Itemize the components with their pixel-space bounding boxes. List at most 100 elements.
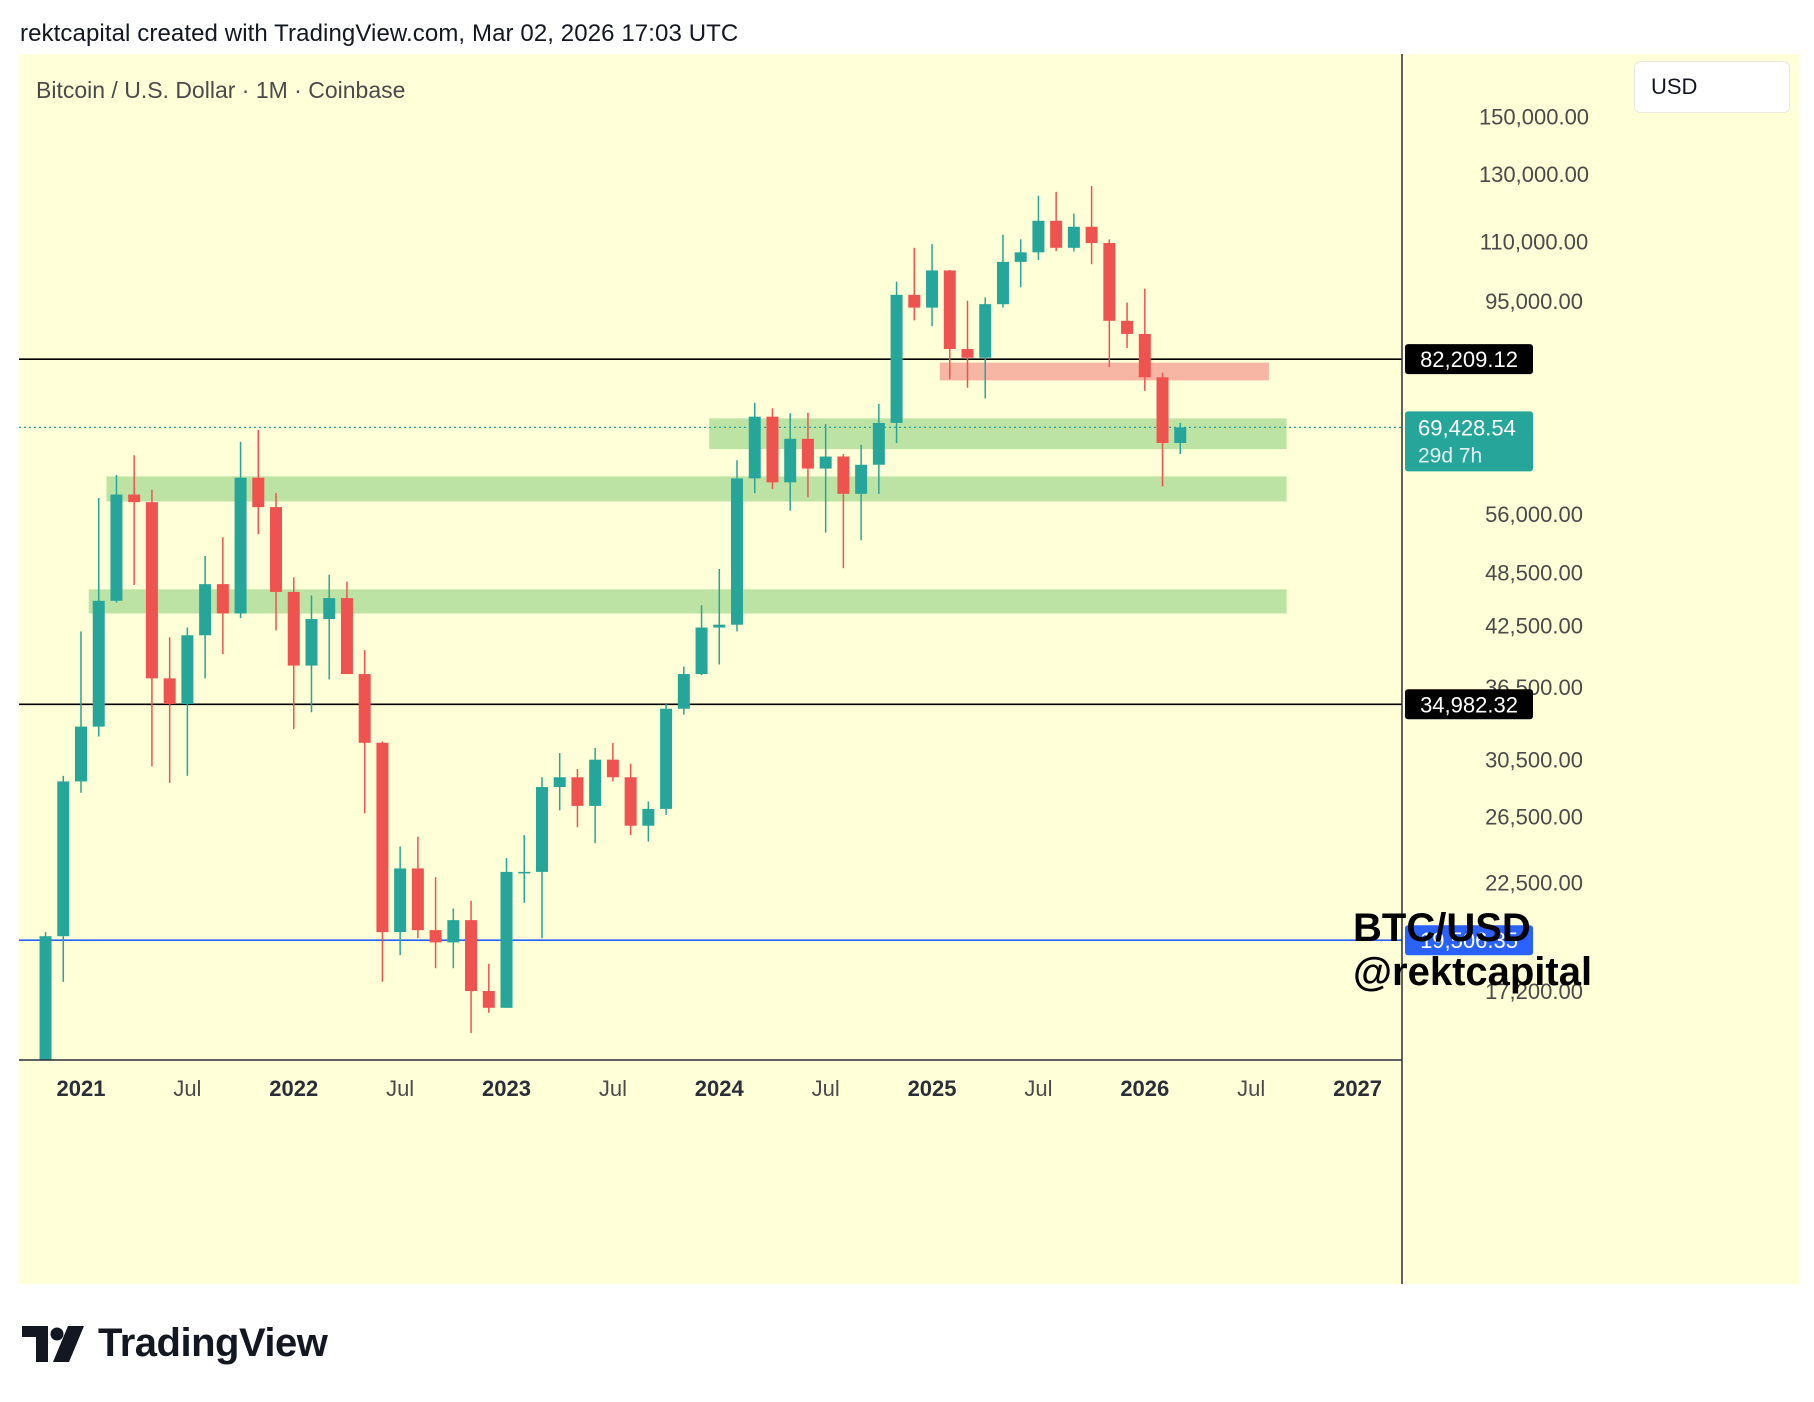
candle-body <box>961 349 974 358</box>
price-axis-tick: 26,500.00 <box>1485 804 1583 829</box>
candle-body <box>1050 220 1063 248</box>
candle-body <box>908 294 921 308</box>
time-axis-tick: 2026 <box>1120 1076 1169 1101</box>
symbol-title: Bitcoin / U.S. Dollar · 1M · Coinbase <box>36 77 406 103</box>
candle-body <box>979 304 992 358</box>
last-price-label: 69,428.54 <box>1418 415 1516 440</box>
candle-body <box>606 759 619 778</box>
price-axis-tick: 130,000.00 <box>1479 162 1589 187</box>
candle-body <box>128 494 141 503</box>
candle-body <box>39 936 52 1060</box>
time-axis-tick: 2022 <box>269 1076 318 1101</box>
candle-body <box>181 635 194 705</box>
candle-body <box>270 507 283 592</box>
candle-body <box>943 270 956 350</box>
price-axis-tick: 110,000.00 <box>1480 230 1588 255</box>
watermark-line-symbol: BTC/USD <box>1353 906 1531 950</box>
chart-header-credit: rektcapital created with TradingView.com… <box>20 20 739 47</box>
candle-body <box>358 674 371 743</box>
last-price-countdown: 29d 7h <box>1418 444 1482 467</box>
time-axis-tick: Jul <box>1237 1076 1265 1101</box>
support-line-34982-label: 34,982.32 <box>1420 692 1518 717</box>
blue-line-19506-badge <box>1405 925 1533 956</box>
candle-body <box>784 438 797 483</box>
candle-body <box>890 294 903 423</box>
candle-body <box>518 871 531 874</box>
candle-body <box>1103 243 1116 321</box>
candle-body <box>252 477 265 508</box>
candle-body <box>1174 427 1187 444</box>
candle-body <box>1138 333 1151 378</box>
candle-body <box>695 627 708 675</box>
candle-body <box>110 494 123 601</box>
candle-body <box>926 270 939 308</box>
candle-body <box>340 598 353 675</box>
chart-background <box>19 54 1799 1284</box>
candle-body <box>1121 320 1134 334</box>
candle-body <box>589 759 602 806</box>
candle-body <box>57 781 70 937</box>
candle-body <box>447 920 460 943</box>
price-axis-tick: 17,200.00 <box>1485 979 1583 1004</box>
candle-body <box>305 619 318 666</box>
candle-body <box>323 598 336 620</box>
price-axis-tick: 22,500.00 <box>1485 871 1583 896</box>
resistance-line-82209-badge <box>1405 344 1533 375</box>
candle-body <box>376 742 389 933</box>
candle-body <box>855 464 868 494</box>
tradingview-logo[interactable]: TradingView <box>22 1321 328 1366</box>
time-axis-tick: Jul <box>812 1076 840 1101</box>
candle-body <box>535 787 548 872</box>
currency-selector[interactable]: USD <box>1635 62 1789 112</box>
candle-body <box>1032 220 1045 253</box>
candle-body <box>1156 377 1169 444</box>
candle-body <box>394 868 407 933</box>
candle-body <box>837 456 850 494</box>
candle-body <box>75 726 87 782</box>
candle-body <box>163 678 176 705</box>
time-axis-tick: 2024 <box>695 1076 745 1101</box>
price-chart[interactable]: 150,000.00 130,000.00 110,000.00 95,000.00 5… <box>19 54 1799 1284</box>
candle-body <box>216 584 229 614</box>
candle-body <box>731 478 744 625</box>
time-axis-tick: 2025 <box>908 1076 957 1101</box>
price-axis-tick: 42,500.00 <box>1485 614 1583 639</box>
price-axis-tick: 56,000.00 <box>1485 502 1583 527</box>
time-axis-tick: 2027 <box>1333 1076 1382 1101</box>
candle-body <box>553 777 566 788</box>
watermark-line-author: @rektcapital <box>1353 950 1593 994</box>
candle-body <box>872 422 885 465</box>
candle-body <box>801 438 814 469</box>
candle-body <box>429 930 442 943</box>
price-axis-tick: 48,500.00 <box>1485 560 1583 585</box>
zone-green-low <box>88 589 1287 614</box>
currency-label: USD <box>1651 74 1698 99</box>
candle-body <box>996 261 1009 305</box>
time-axis-tick: Jul <box>599 1076 627 1101</box>
candle-body <box>1085 226 1098 244</box>
time-axis-tick: 2021 <box>57 1076 106 1101</box>
candle-body <box>748 416 761 479</box>
watermark-text: BTC/USD @rektcapital <box>1353 906 1592 994</box>
zone-red <box>939 362 1269 381</box>
candle-body <box>642 808 655 826</box>
price-axis-tick: 150,000.00 <box>1479 104 1589 129</box>
candle-body <box>411 868 424 931</box>
price-axis-tick: 95,000.00 <box>1485 289 1583 314</box>
time-axis-tick: Jul <box>386 1076 414 1101</box>
candle-body <box>500 871 513 1008</box>
zone-green-mid <box>106 476 1287 502</box>
candle-body <box>713 624 726 628</box>
candle-body <box>1067 226 1080 248</box>
candle-body <box>766 416 779 483</box>
candle-body <box>571 777 584 806</box>
tradingview-logo-icon <box>22 1325 84 1362</box>
support-line-34982-badge <box>1405 689 1533 720</box>
candle-body <box>624 777 637 826</box>
chart-area[interactable]: 150,000.00 130,000.00 110,000.00 95,000.00 5… <box>19 54 1799 1284</box>
last-price-badge <box>1405 411 1533 472</box>
candle-body <box>199 584 212 636</box>
candle-body <box>234 477 247 614</box>
blue-line-19506-label: 19,506.35 <box>1420 928 1518 953</box>
candle-body <box>819 456 832 469</box>
